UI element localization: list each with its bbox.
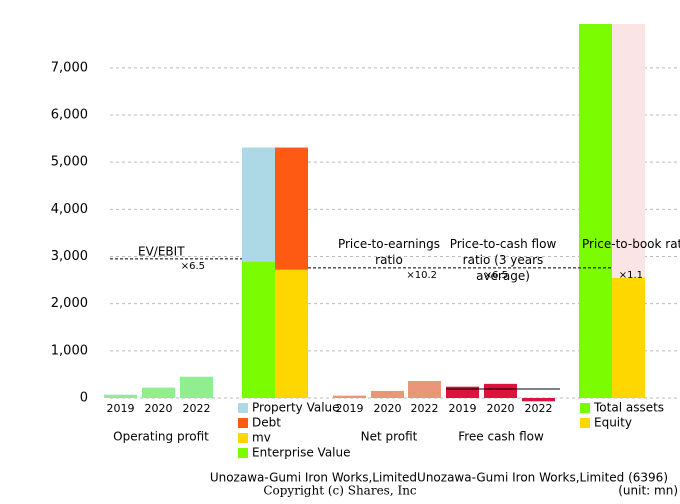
legend-swatch (238, 433, 248, 443)
copyright: Copyright (c) Shares, Inc (263, 484, 417, 498)
bar (275, 147, 308, 270)
bar (579, 24, 612, 398)
y-tick-label: 5,000 (51, 155, 88, 170)
annotation: Price-to-earnings ratio (337, 237, 441, 267)
bar (484, 383, 517, 398)
bar (180, 376, 213, 398)
x-tick-label: 2022 (411, 402, 439, 415)
bar (612, 277, 645, 398)
y-tick-label: 3,000 (51, 249, 88, 264)
x-tick-label: 2019 (107, 402, 135, 415)
bar (242, 261, 275, 398)
group-label: Free cash flow (458, 430, 544, 444)
bar (612, 24, 645, 278)
annotation: Price-to-book ratio (582, 237, 680, 251)
legend-swatch (580, 418, 590, 428)
x-tick-label: 2022 (525, 402, 553, 415)
bar (142, 387, 175, 398)
group-label: Operating profit (113, 430, 209, 444)
bar (371, 390, 404, 398)
legend-label: Property Value (252, 401, 340, 415)
y-tick-label: 0 (80, 391, 88, 406)
legend-swatch (580, 403, 590, 413)
legend-swatch (238, 448, 248, 458)
multiple: ×1.1 (619, 270, 643, 281)
annotation: Price-to-cash flow ratio (3 years averag… (449, 237, 557, 283)
legend-label: mv (252, 431, 271, 445)
bar (104, 394, 137, 398)
legend-label: Enterprise Value (252, 446, 351, 460)
bar (408, 381, 441, 398)
multiple: ×6.5 (484, 270, 508, 281)
bar (446, 386, 479, 398)
y-tick-label: 4,000 (51, 202, 88, 217)
legend-swatch (238, 403, 248, 413)
annotation: EV/EBIT (138, 244, 185, 258)
legend-label: Equity (594, 416, 632, 430)
y-tick-label: 6,000 (51, 108, 88, 123)
x-tick-label: 2019 (336, 402, 364, 415)
unit: (unit: mn) (618, 484, 678, 498)
x-tick-label: 2019 (449, 402, 477, 415)
multiple: ×10.2 (406, 270, 437, 281)
x-tick-label: 2020 (145, 402, 173, 415)
bar (242, 147, 275, 262)
legend-label: Total assets (593, 401, 664, 415)
x-tick-label: 2022 (183, 402, 211, 415)
y-tick-label: 1,000 (51, 343, 88, 358)
chart-title: Unozawa-Gumi Iron Works,LimitedUnozawa-G… (210, 471, 668, 485)
legend-label: Debt (252, 416, 281, 430)
group-label: Net profit (361, 430, 418, 444)
y-tick-label: 7,000 (51, 60, 88, 75)
multiple: ×6.5 (181, 261, 205, 272)
x-tick-label: 2020 (487, 402, 515, 415)
bar (333, 395, 366, 398)
bar (275, 269, 308, 398)
bar (522, 398, 555, 402)
y-tick-label: 2,000 (51, 296, 88, 311)
x-tick-label: 2020 (374, 402, 402, 415)
legend-swatch (238, 418, 248, 428)
